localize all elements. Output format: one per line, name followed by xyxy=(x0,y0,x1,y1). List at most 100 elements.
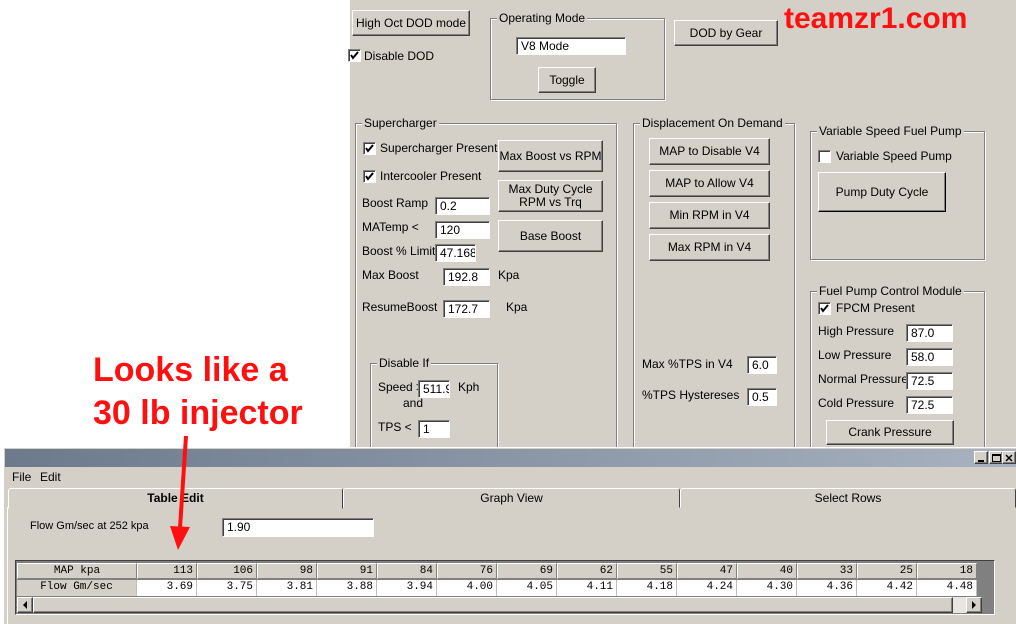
checkbox[interactable] xyxy=(818,302,831,315)
table-cell[interactable]: 4.48 xyxy=(917,580,977,596)
button[interactable]: Min RPM in V4 xyxy=(649,202,770,229)
text-field[interactable]: 192.8 xyxy=(443,268,490,286)
button[interactable]: High Oct DOD mode xyxy=(352,10,470,36)
button-label: DOD by Gear xyxy=(689,25,763,40)
check-mark xyxy=(820,304,829,313)
table-cell[interactable]: 4.11 xyxy=(557,580,617,596)
checkbox[interactable] xyxy=(363,170,376,183)
button[interactable]: Pump Duty Cycle xyxy=(818,172,946,212)
checkbox[interactable] xyxy=(818,150,831,163)
button[interactable]: MAP to Disable V4 xyxy=(649,138,770,165)
button[interactable]: Max RPM in V4 xyxy=(649,234,770,261)
button-label: MAP to Allow V4 xyxy=(665,176,754,190)
header-cell: 47 xyxy=(677,563,737,579)
close-button[interactable] xyxy=(1002,451,1016,464)
table-cell[interactable]: 4.05 xyxy=(497,580,557,596)
button-label: MAP to Disable V4 xyxy=(659,144,760,158)
table-cell[interactable]: 4.30 xyxy=(737,580,797,596)
table-cell[interactable]: 4.36 xyxy=(797,580,857,596)
check-mark xyxy=(365,144,374,153)
button[interactable]: Max Boost vs RPM xyxy=(498,140,603,172)
maximize-button[interactable] xyxy=(989,451,1003,464)
text-field[interactable]: 1.90 xyxy=(222,518,374,537)
checkbox[interactable] xyxy=(348,49,361,62)
header-cell: 84 xyxy=(377,563,437,579)
tab[interactable]: Graph View xyxy=(343,488,680,508)
table-cell[interactable]: 3.81 xyxy=(257,580,317,596)
row-header: Flow Gm/sec xyxy=(17,580,137,596)
checkbox-label: Variable Speed Pump xyxy=(836,149,952,163)
header-cell: 18 xyxy=(917,563,977,579)
text-field[interactable]: 1 xyxy=(418,420,450,438)
group-title: Supercharger xyxy=(362,116,439,130)
check-mark xyxy=(365,172,374,181)
joiner-label: and xyxy=(403,396,424,410)
text-field[interactable]: 120 xyxy=(435,221,490,239)
annotation-line: 30 lb injector xyxy=(93,394,303,432)
header-cell: 98 xyxy=(257,563,317,579)
field-label: High Pressure xyxy=(818,324,895,338)
check-mark xyxy=(350,51,359,60)
checkbox-label: Supercharger Present xyxy=(380,141,498,155)
menu-item[interactable]: File xyxy=(12,470,32,484)
field-label: ResumeBoost xyxy=(362,300,438,314)
scroll-left[interactable] xyxy=(17,597,33,613)
text-field[interactable]: 47.168 xyxy=(435,244,476,262)
unit-label: Kpa xyxy=(506,300,528,314)
minimize-button[interactable] xyxy=(974,451,988,464)
button-label: Pump Duty Cycle xyxy=(835,184,929,199)
button[interactable]: Crank Pressure xyxy=(826,420,954,445)
group-title: Displacement On Demand xyxy=(640,116,785,130)
text-field[interactable]: 58.0 xyxy=(906,348,953,366)
arrow-icon xyxy=(23,601,27,609)
text-field[interactable]: V8 Mode xyxy=(516,37,626,55)
text-field[interactable]: 72.5 xyxy=(906,372,953,390)
tab[interactable]: Table Edit xyxy=(8,488,343,509)
scroll-thumb[interactable] xyxy=(33,597,953,613)
minimize-icon xyxy=(978,459,984,462)
unit-label: Kpa xyxy=(498,268,520,282)
table-cell[interactable]: 4.00 xyxy=(437,580,497,596)
close-icon xyxy=(1005,453,1013,462)
header-cell: 40 xyxy=(737,563,797,579)
checkbox[interactable] xyxy=(363,142,376,155)
text-field[interactable]: 87.0 xyxy=(906,324,953,342)
table-cell[interactable]: 3.88 xyxy=(317,580,377,596)
title-bar xyxy=(5,449,1016,467)
field-label: Max %TPS in V4 xyxy=(642,357,733,371)
header-cell: 69 xyxy=(497,563,557,579)
field-label: Low Pressure xyxy=(818,348,892,362)
button-label: Toggle xyxy=(549,72,585,87)
menu-item[interactable]: Edit xyxy=(40,470,61,484)
button-label: High Oct DOD mode xyxy=(355,15,467,30)
header-cell: 106 xyxy=(197,563,257,579)
text-field[interactable]: 72.5 xyxy=(906,396,953,414)
text-field[interactable]: 6.0 xyxy=(747,356,777,374)
button[interactable]: DOD by Gear xyxy=(674,20,778,46)
table-cell[interactable]: 4.42 xyxy=(857,580,917,596)
row-header: MAP kpa xyxy=(17,563,137,579)
table-cell[interactable]: 4.24 xyxy=(677,580,737,596)
button[interactable]: MAP to Allow V4 xyxy=(649,170,770,197)
header-cell: 55 xyxy=(617,563,677,579)
group-title: Variable Speed Fuel Pump xyxy=(817,124,964,138)
tab[interactable]: Select Rows xyxy=(680,488,1016,508)
field-label: MATemp < xyxy=(362,220,419,234)
button[interactable]: Toggle xyxy=(538,67,596,93)
checkbox-label: Intercooler Present xyxy=(380,169,482,183)
text-field[interactable]: 511.9 xyxy=(418,380,450,398)
text-field[interactable]: 0.2 xyxy=(435,197,490,215)
button[interactable]: Base Boost xyxy=(498,220,603,252)
checkbox-label: Disable DOD xyxy=(364,49,435,63)
table-cell[interactable]: 3.69 xyxy=(137,580,197,596)
button[interactable]: Max Duty Cycle RPM vs Trq xyxy=(498,180,603,212)
table-cell[interactable]: 3.94 xyxy=(377,580,437,596)
text-field[interactable]: 0.5 xyxy=(747,388,777,406)
table-cell[interactable]: 4.18 xyxy=(617,580,677,596)
scroll-right[interactable] xyxy=(966,597,982,613)
table-cell[interactable]: 3.75 xyxy=(197,580,257,596)
button-label: Crank Pressure xyxy=(848,425,932,439)
text-field[interactable]: 172.7 xyxy=(443,300,490,318)
checkbox-label: FPCM Present xyxy=(836,301,915,315)
